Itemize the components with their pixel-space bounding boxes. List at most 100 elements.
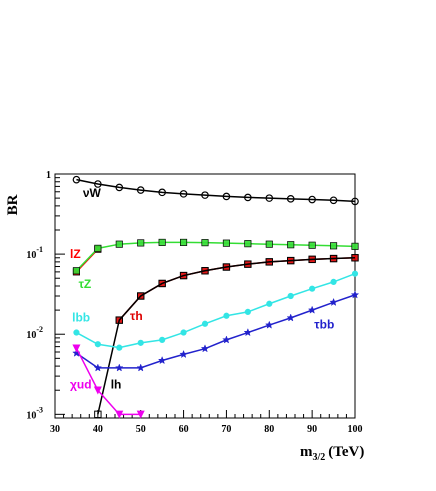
series-χud (72, 344, 145, 419)
plot-border (54, 173, 356, 419)
data-point (329, 297, 338, 306)
x-axis-title-subscript: 3/2 (313, 452, 326, 463)
data-point (137, 339, 144, 346)
data-point (266, 300, 273, 307)
data-point (157, 355, 167, 365)
data-point (351, 242, 359, 250)
data-point (114, 363, 124, 372)
data-point (330, 278, 337, 285)
x-axis-ticks: 30 40 50 60 70 80 90 100 (50, 410, 363, 435)
data-point (244, 260, 252, 268)
series-labels: νW lZ τZ τh lbb τbb χud lh (70, 186, 334, 392)
data-point (179, 190, 188, 198)
plot-frame (54, 173, 356, 419)
data-point (159, 336, 166, 343)
data-point (136, 410, 145, 419)
series-label: lh (111, 378, 122, 392)
series-label: νW (83, 186, 102, 200)
data-point (244, 308, 251, 315)
data-point (115, 183, 124, 192)
data-point (93, 363, 103, 372)
data-point (158, 188, 166, 197)
series-label: χud (70, 378, 92, 392)
y-axis-title: BR (5, 194, 21, 215)
data-point (329, 254, 338, 263)
data-point (116, 344, 123, 351)
y-tick-label: 10-2 (26, 325, 43, 341)
data-point (115, 240, 123, 248)
y-tick-exponent: -3 (36, 405, 43, 414)
data-point (94, 180, 102, 188)
data-point (180, 238, 188, 246)
y-tick-base: 10 (26, 330, 36, 341)
y-tick-exponent: -2 (36, 325, 43, 334)
data-point (308, 255, 316, 264)
y-axis-ticks: 110-110-210-3 (26, 170, 65, 421)
data-point (136, 363, 146, 372)
data-point (201, 239, 209, 247)
y-tick-base: 10 (26, 250, 36, 261)
data-point (137, 239, 145, 247)
series-label: τh (130, 309, 143, 323)
x-axis-title-unit: (TeV) (328, 444, 364, 460)
data-point (200, 344, 210, 353)
series-label: lZ (70, 247, 81, 261)
x-tick-label: 70 (221, 424, 231, 435)
series-label: τbb (314, 317, 334, 331)
data-point (350, 290, 360, 299)
data-point (244, 193, 252, 202)
data-point (286, 313, 296, 322)
data-point (287, 256, 295, 265)
data-point (222, 263, 231, 271)
series-line (75, 347, 141, 416)
data-point (222, 335, 231, 344)
data-point (115, 410, 124, 419)
data-point (244, 240, 252, 248)
y-tick-label: 10-3 (26, 405, 43, 421)
series-label: τZ (79, 277, 92, 291)
y-tick-base: 1 (46, 170, 51, 181)
data-point (136, 186, 145, 194)
data-point (93, 386, 102, 395)
series-lh (94, 254, 359, 419)
data-point (330, 242, 338, 250)
data-point (222, 239, 230, 247)
data-point (94, 244, 102, 252)
data-point (72, 175, 81, 184)
series-line (97, 257, 356, 415)
series-τbb (72, 290, 360, 372)
data-point (201, 267, 209, 275)
data-point (243, 328, 253, 337)
data-point (351, 254, 359, 262)
y-tick-exponent: -1 (36, 245, 43, 254)
data-point (264, 320, 274, 329)
data-point (351, 197, 359, 206)
data-point (307, 305, 317, 314)
x-tick-label: 80 (264, 424, 274, 435)
data-point (351, 270, 359, 277)
data-point (265, 194, 274, 202)
series-line (118, 257, 356, 321)
data-point (222, 192, 231, 201)
data-point (287, 292, 294, 300)
x-tick-label: 50 (136, 424, 146, 435)
series-layer (72, 175, 360, 419)
series-label: lbb (72, 310, 90, 324)
y-tick-label: 1 (46, 170, 51, 181)
data-point (137, 292, 145, 300)
data-point (73, 329, 80, 336)
data-point (179, 271, 188, 280)
series-line (75, 241, 356, 272)
series-τZ (72, 238, 359, 275)
series-line (76, 294, 356, 369)
data-point (201, 191, 209, 199)
series-νW (72, 175, 359, 206)
data-point (115, 316, 123, 324)
data-point (308, 195, 316, 204)
data-point (309, 285, 316, 292)
y-tick-label: 10-1 (26, 245, 43, 261)
data-point (265, 258, 273, 266)
data-point (223, 312, 230, 319)
x-tick-label: 60 (179, 424, 189, 435)
